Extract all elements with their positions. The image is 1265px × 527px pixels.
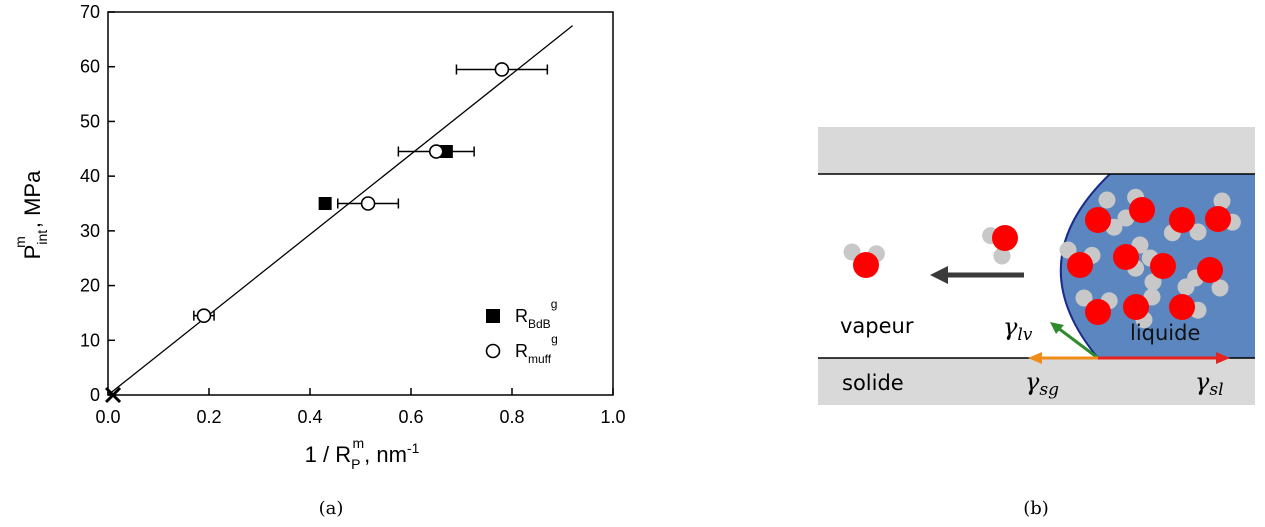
caption: (a) xyxy=(319,498,344,519)
legend-sub: BdB xyxy=(528,317,551,331)
atom-o xyxy=(1123,294,1149,320)
vapour-label: vapeur xyxy=(840,314,914,338)
diagram: vapeur liquide solide γlv γsg γsl xyxy=(818,127,1255,405)
y-tick-label: 50 xyxy=(80,111,100,131)
meniscus xyxy=(1059,173,1111,359)
legend-name: R xyxy=(515,341,528,361)
atom-o xyxy=(1150,253,1176,279)
x-tick-label: 0.8 xyxy=(499,407,524,427)
caption: (b) xyxy=(1023,498,1049,519)
atom-o xyxy=(1113,244,1139,270)
x-axis-label: 1 / RPm, nm-1 xyxy=(305,435,420,472)
atom-h xyxy=(993,247,1011,265)
x-label-unit-sup: -1 xyxy=(407,440,420,456)
y-tick-label: 20 xyxy=(80,276,100,296)
arrow-head xyxy=(1028,352,1042,364)
marker-circle xyxy=(428,144,444,159)
atom-h xyxy=(1213,192,1231,210)
x-label-sup: m xyxy=(352,435,364,451)
gamma-sub: sl xyxy=(1209,380,1223,400)
legend-entry: RBdBg xyxy=(515,297,557,331)
legend-marker xyxy=(485,343,501,359)
y-tick-label: 0 xyxy=(90,385,100,405)
legend-marker xyxy=(486,309,500,323)
fit-line xyxy=(107,25,574,396)
x-label-unit: , nm xyxy=(364,442,407,467)
gamma-sg: γsg xyxy=(1025,368,1059,400)
atom-o xyxy=(853,252,879,278)
x-tick-label: 0.2 xyxy=(196,407,221,427)
atom-h xyxy=(1211,279,1229,297)
solid-label: solide xyxy=(842,371,904,395)
y-label-unit: , MPa xyxy=(20,170,45,228)
y-label-sub: int xyxy=(34,230,50,245)
y-tick-label: 40 xyxy=(80,166,100,186)
legend-sup: g xyxy=(551,297,558,311)
marker-circle xyxy=(196,308,212,323)
atom-o xyxy=(1085,207,1111,233)
atom-h xyxy=(1075,289,1093,307)
atom-o xyxy=(1169,207,1195,233)
x-tick-label: 0.0 xyxy=(95,407,120,427)
legend-sub: muff xyxy=(528,352,552,366)
atom-h xyxy=(1177,278,1195,296)
top-wall xyxy=(818,127,1255,174)
marker-circle xyxy=(494,62,510,77)
marker-circle xyxy=(360,196,376,211)
arrow-head xyxy=(930,266,948,284)
y-label-main: P xyxy=(20,245,45,260)
gamma-sl: γsl xyxy=(1195,368,1224,400)
gamma-symbol: γ xyxy=(1003,313,1018,341)
atom-o xyxy=(1129,197,1155,223)
legend-sup: g xyxy=(551,332,558,346)
gamma-symbol: γ xyxy=(1195,368,1210,396)
bottom-wall xyxy=(818,358,1255,405)
arrow-head xyxy=(1216,352,1230,364)
atom-h xyxy=(1098,191,1116,209)
atom-h xyxy=(1059,241,1077,259)
arrow-gamma-lv xyxy=(1057,326,1099,360)
x-tick-label: 0.6 xyxy=(398,407,423,427)
atom-h xyxy=(1189,223,1207,241)
y-tick-label: 30 xyxy=(80,221,100,241)
molecules xyxy=(843,188,1241,329)
marker-square xyxy=(318,197,332,210)
gamma-sub: lv xyxy=(1017,325,1032,345)
atom-o xyxy=(992,225,1018,251)
y-tick-label: 70 xyxy=(80,2,100,22)
atom-o xyxy=(1197,257,1223,283)
x-label-main: 1 / R xyxy=(305,442,351,467)
atom-h xyxy=(1144,273,1162,291)
atom-h xyxy=(843,243,861,261)
y-tick-label: 10 xyxy=(80,330,100,350)
atom-o xyxy=(1205,206,1231,232)
gamma-symbol: γ xyxy=(1025,368,1040,396)
arrow-head xyxy=(1050,322,1064,334)
plot-frame xyxy=(107,11,614,396)
x-tick-label: 0.4 xyxy=(297,407,322,427)
atom-h xyxy=(1143,288,1161,306)
atom-o xyxy=(1085,299,1111,325)
gamma-lv: γlv xyxy=(1003,313,1033,345)
y-label-sup: m xyxy=(12,236,28,248)
gamma-sub: sg xyxy=(1039,380,1059,400)
x-tick-label: 1.0 xyxy=(600,407,625,427)
origin-marker xyxy=(104,386,122,404)
liquid-label: liquide xyxy=(1130,321,1200,345)
x-label-sub: P xyxy=(351,456,360,472)
y-axis-label: Pintm , MPa xyxy=(12,170,50,259)
atom-o xyxy=(1067,252,1093,278)
legend-entry: Rmuff g xyxy=(515,332,558,366)
atom-o xyxy=(1169,294,1195,320)
legend-name: R xyxy=(515,306,528,326)
y-tick-label: 60 xyxy=(80,57,100,77)
chart: Pintm, MPa 1 / RPm, nm-1 0.0 0.2 0.4 0.6 0.8… xyxy=(12,2,626,472)
